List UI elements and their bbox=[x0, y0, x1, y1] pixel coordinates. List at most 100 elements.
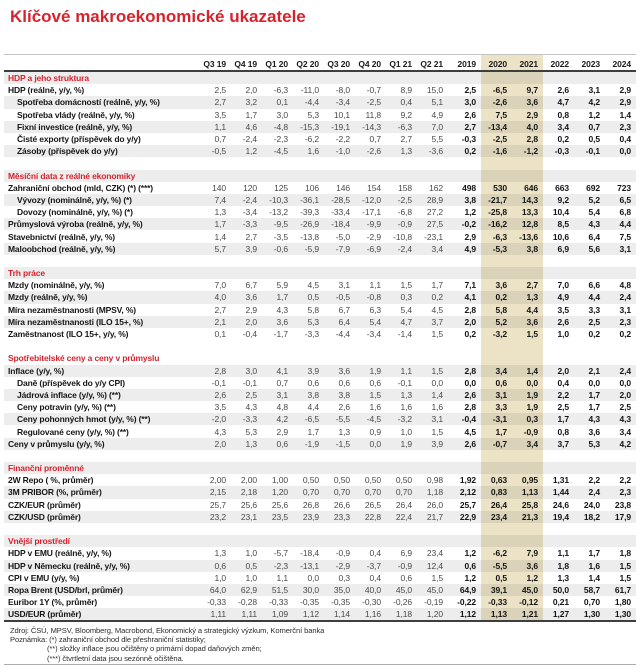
value-cell: 0,7 bbox=[214, 134, 226, 145]
value-cell: 0,4 bbox=[557, 377, 569, 388]
value-cell: -0,6 bbox=[273, 243, 288, 254]
value-cell: -3,3 bbox=[242, 219, 257, 230]
value-cell: 0,70 bbox=[583, 597, 600, 608]
value-cell: -2,2 bbox=[335, 134, 350, 145]
value-cell: 5,1 bbox=[431, 97, 443, 108]
value-cell: 0,4 bbox=[369, 572, 381, 583]
value-cell: 1,2 bbox=[245, 146, 257, 157]
value-cell: 2,9 bbox=[619, 85, 631, 96]
value-cell: -0,28 bbox=[238, 597, 257, 608]
table-row: Fixní investice (reálně, y/y, %) 1,1 4,6 -4… bbox=[4, 120, 636, 133]
value-cell: -6,2 bbox=[304, 134, 319, 145]
value-cell: 2,8 bbox=[464, 365, 476, 376]
value-cell: 2,5 bbox=[464, 85, 476, 96]
value-cell: -14,3 bbox=[362, 121, 381, 132]
section-gap bbox=[4, 450, 636, 462]
row-label: Fixní investice (reálně, y/y, %) bbox=[17, 121, 133, 132]
value-cell: -25,8 bbox=[488, 207, 507, 218]
value-cell: 2,12 bbox=[459, 487, 476, 498]
value-cell: 2,6 bbox=[464, 438, 476, 449]
value-cell: 0,70 bbox=[302, 487, 319, 498]
row-label: Průmyslová výroba (reálně, y/y, %) bbox=[8, 219, 143, 230]
value-cell: -28,5 bbox=[331, 194, 350, 205]
value-cell: 5,2 bbox=[495, 316, 507, 327]
value-cell: 3,9 bbox=[307, 365, 319, 376]
value-cell: 2,8 bbox=[464, 402, 476, 413]
value-cell: 498 bbox=[462, 182, 476, 193]
table-row: CZK/USD (průměr) 23,2 23,1 23,5 23,9 23,3 22,8… bbox=[4, 510, 636, 523]
value-cell: 8,5 bbox=[557, 219, 569, 230]
value-cell: 2,7 bbox=[245, 231, 257, 242]
value-cell: 3,9 bbox=[431, 438, 443, 449]
value-cell: 4,2 bbox=[588, 97, 600, 108]
value-cell: -4,5 bbox=[273, 146, 288, 157]
section-header: Spotřebitelské ceny a ceny v průmyslu bbox=[4, 352, 636, 364]
value-cell: 530 bbox=[493, 182, 507, 193]
value-cell: 1,5 bbox=[431, 329, 443, 340]
value-cell: 1,92 bbox=[459, 475, 476, 486]
value-cell: -2,3 bbox=[273, 134, 288, 145]
value-cell: 0,0 bbox=[588, 377, 600, 388]
value-cell: 0,8 bbox=[557, 109, 569, 120]
value-cell: 3,7 bbox=[431, 316, 443, 327]
value-cell: 2,0 bbox=[214, 438, 226, 449]
row-label: Ropa Brent (USD/brl, průměr) bbox=[8, 584, 123, 595]
column-header: Q3 19 bbox=[203, 59, 226, 69]
value-cell: -4,8 bbox=[273, 121, 288, 132]
value-cell: 14,3 bbox=[521, 194, 538, 205]
row-label: Vývozy (nominálně, y/y, %) (*) bbox=[17, 194, 132, 205]
value-cell: 1,2 bbox=[464, 207, 476, 218]
value-cell: -6,2 bbox=[492, 548, 507, 559]
value-cell: 1,0 bbox=[245, 572, 257, 583]
value-cell: 0,5 bbox=[245, 560, 257, 571]
value-cell: 3,6 bbox=[526, 97, 538, 108]
value-cell: 2,9 bbox=[526, 109, 538, 120]
value-cell: 64,0 bbox=[209, 584, 226, 595]
row-label: Míra nezaměstnanosti (MPSV, %) bbox=[8, 304, 136, 315]
value-cell: 1,4 bbox=[526, 365, 538, 376]
value-cell: 1,6 bbox=[307, 146, 319, 157]
value-cell: 3,1 bbox=[619, 243, 631, 254]
value-cell: 4,0 bbox=[526, 121, 538, 132]
value-cell: 58,7 bbox=[583, 584, 600, 595]
table-row: Jádrová inflace (y/y, %) (**) 2,6 2,5 3,1 3,… bbox=[4, 388, 636, 402]
value-cell: 5,9 bbox=[276, 280, 288, 291]
value-cell: -6,3 bbox=[273, 85, 288, 96]
table-row: USD/EUR (průměr) 1,11 1,11 1,09 1,12 1,14 1,16… bbox=[4, 608, 636, 621]
value-cell: 1,7 bbox=[245, 109, 257, 120]
value-cell: 30,0 bbox=[302, 584, 319, 595]
value-cell: 23,9 bbox=[302, 511, 319, 522]
value-cell: 0,1 bbox=[276, 97, 288, 108]
value-cell: 4,5 bbox=[307, 280, 319, 291]
value-cell: 3,6 bbox=[495, 280, 507, 291]
value-cell: 4,4 bbox=[619, 219, 631, 230]
value-cell: -5,3 bbox=[492, 243, 507, 254]
value-cell: 26,0 bbox=[426, 499, 443, 510]
section: Finanční proměnné 2W Repo ( %, průměr) 2,0… bbox=[4, 462, 636, 523]
value-cell: 6,5 bbox=[619, 194, 631, 205]
value-cell: 1,9 bbox=[526, 389, 538, 400]
value-cell: 12,8 bbox=[521, 219, 538, 230]
value-cell: 4,5 bbox=[431, 304, 443, 315]
forecast-highlight-band bbox=[481, 54, 543, 623]
value-cell: 1,7 bbox=[588, 389, 600, 400]
value-cell: -0,1 bbox=[585, 146, 600, 157]
value-cell: 2,9 bbox=[464, 231, 476, 242]
value-cell: 1,5 bbox=[431, 426, 443, 437]
row-label: CZK/EUR (průměr) bbox=[8, 499, 81, 510]
section-title: Měsíční data z reálné ekonomiky bbox=[8, 170, 136, 181]
value-cell: 7,9 bbox=[526, 548, 538, 559]
value-cell: -0,7 bbox=[366, 85, 381, 96]
value-cell: 5,3 bbox=[307, 109, 319, 120]
value-cell: -2,4 bbox=[242, 134, 257, 145]
value-cell: 2,0 bbox=[464, 316, 476, 327]
value-cell: 2,6 bbox=[464, 109, 476, 120]
value-cell: 1,5 bbox=[431, 572, 443, 583]
row-label: Jádrová inflace (y/y, %) (**) bbox=[17, 389, 121, 400]
value-cell: -18,4 bbox=[331, 219, 350, 230]
value-cell: 3,0 bbox=[276, 109, 288, 120]
value-cell: 4,7 bbox=[400, 316, 412, 327]
value-cell: 0,0 bbox=[307, 572, 319, 583]
value-cell: 1,3 bbox=[400, 389, 412, 400]
